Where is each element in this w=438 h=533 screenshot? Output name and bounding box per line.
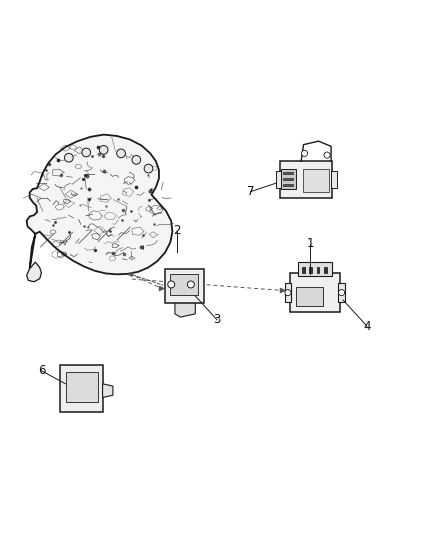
FancyBboxPatch shape <box>290 273 339 312</box>
FancyBboxPatch shape <box>283 177 293 180</box>
Circle shape <box>144 164 153 173</box>
Polygon shape <box>27 135 173 274</box>
FancyBboxPatch shape <box>170 274 198 295</box>
Circle shape <box>168 281 175 288</box>
Circle shape <box>301 150 307 156</box>
FancyBboxPatch shape <box>303 168 329 192</box>
Polygon shape <box>102 384 113 398</box>
FancyBboxPatch shape <box>285 283 291 302</box>
Text: 3: 3 <box>213 313 221 326</box>
FancyBboxPatch shape <box>60 365 103 412</box>
Text: 2: 2 <box>173 224 180 237</box>
Text: 1: 1 <box>306 237 314 250</box>
Text: 4: 4 <box>363 320 371 333</box>
FancyBboxPatch shape <box>309 267 312 273</box>
FancyBboxPatch shape <box>281 169 297 189</box>
FancyBboxPatch shape <box>331 172 336 188</box>
Circle shape <box>64 154 73 162</box>
Text: 7: 7 <box>247 185 254 198</box>
FancyBboxPatch shape <box>283 184 293 186</box>
FancyBboxPatch shape <box>276 172 282 188</box>
Circle shape <box>82 148 91 157</box>
FancyBboxPatch shape <box>302 267 305 273</box>
FancyBboxPatch shape <box>280 161 332 198</box>
FancyBboxPatch shape <box>338 283 345 302</box>
Circle shape <box>117 149 125 158</box>
FancyBboxPatch shape <box>296 287 323 306</box>
FancyBboxPatch shape <box>297 262 332 276</box>
Circle shape <box>339 289 345 296</box>
FancyBboxPatch shape <box>66 372 98 402</box>
Polygon shape <box>27 262 42 282</box>
Circle shape <box>187 281 194 288</box>
Circle shape <box>324 152 330 158</box>
FancyBboxPatch shape <box>317 267 319 273</box>
Polygon shape <box>175 302 195 317</box>
Circle shape <box>285 289 291 296</box>
Circle shape <box>132 156 141 164</box>
Circle shape <box>99 146 108 154</box>
FancyBboxPatch shape <box>165 269 204 303</box>
FancyBboxPatch shape <box>324 267 327 273</box>
FancyBboxPatch shape <box>283 172 293 174</box>
Text: 6: 6 <box>38 364 45 377</box>
